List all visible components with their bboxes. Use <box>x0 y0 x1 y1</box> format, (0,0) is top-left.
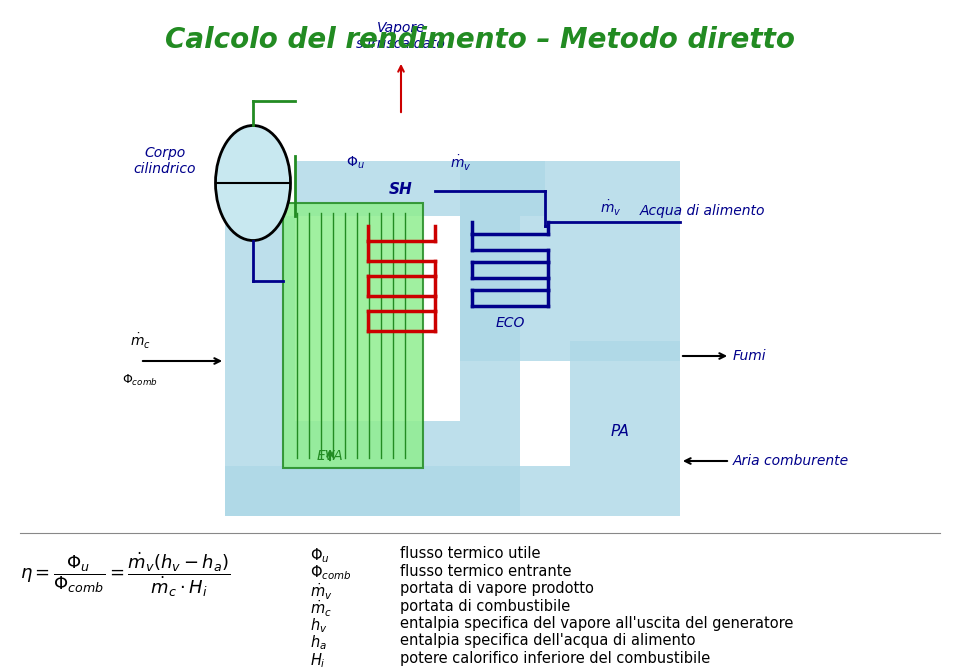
Text: $\Phi_u$: $\Phi_u$ <box>346 155 365 171</box>
Text: entalpia specifica dell'acqua di alimento: entalpia specifica dell'acqua di aliment… <box>400 633 695 648</box>
Text: flusso termico utile: flusso termico utile <box>400 546 540 561</box>
Bar <box>570 341 680 516</box>
Text: $h_a$: $h_a$ <box>310 633 326 652</box>
Text: $\dot{m}_v$: $\dot{m}_v$ <box>310 581 332 601</box>
Text: $h_v$: $h_v$ <box>310 616 327 635</box>
Text: $\dot{m}_v$: $\dot{m}_v$ <box>450 154 471 172</box>
Text: $\Phi_{comb}$: $\Phi_{comb}$ <box>122 373 157 388</box>
Text: ECO: ECO <box>495 316 525 330</box>
Text: $H_i$: $H_i$ <box>310 651 325 670</box>
Text: portata di combustibile: portata di combustibile <box>400 599 570 613</box>
Text: Acqua di alimento: Acqua di alimento <box>640 204 765 218</box>
Text: Aria comburente: Aria comburente <box>733 454 850 468</box>
Bar <box>295 216 460 421</box>
Text: $\dot{m}_v$: $\dot{m}_v$ <box>600 199 621 218</box>
Bar <box>225 466 570 516</box>
Text: $\dot{m}_c$: $\dot{m}_c$ <box>130 332 151 351</box>
Text: Corpo
cilindrico: Corpo cilindrico <box>133 146 196 176</box>
Text: $\dot{m}_c$: $\dot{m}_c$ <box>310 599 332 619</box>
Bar <box>283 203 423 468</box>
Text: Fumi: Fumi <box>733 349 767 363</box>
Bar <box>225 216 520 516</box>
Bar <box>295 161 545 216</box>
Bar <box>460 161 680 361</box>
Text: flusso termico entrante: flusso termico entrante <box>400 564 571 578</box>
Ellipse shape <box>215 125 291 240</box>
Text: EVA: EVA <box>317 449 344 463</box>
Text: portata di vapore prodotto: portata di vapore prodotto <box>400 581 594 596</box>
Text: Vapore
surriscaldato: Vapore surriscaldato <box>356 21 446 51</box>
Text: $\eta = \dfrac{\Phi_u}{\Phi_{comb}} = \dfrac{\dot{m}_v(h_v - h_a)}{\dot{m}_c \cd: $\eta = \dfrac{\Phi_u}{\Phi_{comb}} = \d… <box>20 551 230 599</box>
Text: entalpia specifica del vapore all'uscita del generatore: entalpia specifica del vapore all'uscita… <box>400 616 793 631</box>
Text: potere calorifico inferiore del combustibile: potere calorifico inferiore del combusti… <box>400 651 710 666</box>
Text: $\Phi_{comb}$: $\Phi_{comb}$ <box>310 564 351 582</box>
Text: PA: PA <box>611 423 630 439</box>
Text: $\Phi_u$: $\Phi_u$ <box>310 546 329 565</box>
Text: Calcolo del rendimento – Metodo diretto: Calcolo del rendimento – Metodo diretto <box>165 26 795 54</box>
Text: SH: SH <box>389 182 413 197</box>
